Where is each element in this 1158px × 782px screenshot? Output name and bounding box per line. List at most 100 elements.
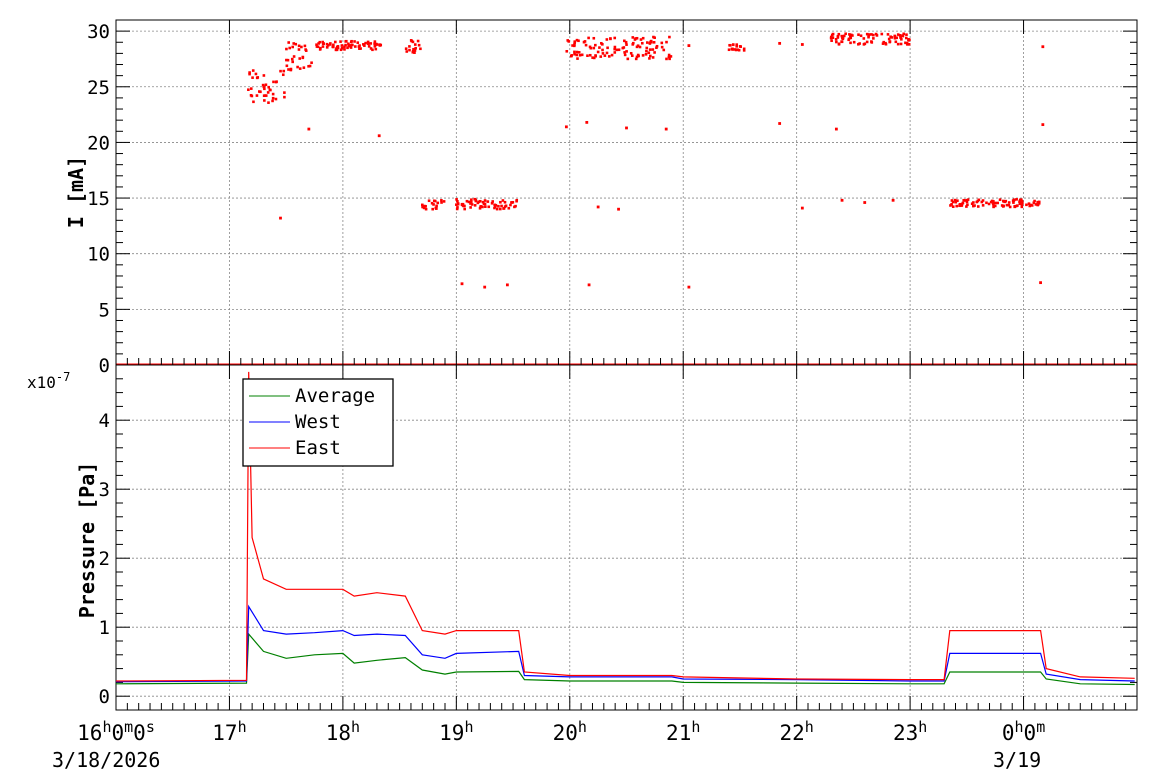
data-point — [367, 42, 370, 46]
data-point — [962, 198, 966, 202]
data-point — [571, 44, 574, 47]
data-point — [587, 36, 590, 40]
data-point — [366, 40, 370, 44]
data-point — [851, 34, 854, 37]
data-point — [455, 207, 459, 211]
data-point — [303, 44, 307, 48]
data-point — [264, 83, 268, 87]
data-point — [668, 57, 671, 61]
data-point — [652, 41, 656, 44]
data-point — [976, 205, 980, 208]
data-point — [325, 46, 329, 49]
data-point — [613, 51, 617, 54]
data-point — [412, 50, 415, 54]
data-point — [271, 99, 274, 103]
data-point — [874, 32, 878, 36]
data-point — [302, 66, 306, 69]
data-point — [655, 46, 658, 50]
data-point — [987, 202, 991, 206]
data-point — [247, 88, 250, 92]
data-point — [905, 42, 909, 45]
data-point — [830, 33, 834, 37]
y-tick-label: 25 — [87, 77, 110, 99]
data-point — [859, 34, 863, 38]
data-point — [778, 41, 782, 45]
data-point — [248, 71, 251, 74]
data-point — [436, 201, 440, 205]
data-point — [412, 47, 415, 51]
data-point — [377, 134, 381, 138]
data-point — [605, 51, 609, 55]
data-point — [483, 285, 487, 289]
data-point — [727, 48, 731, 52]
data-point — [840, 198, 844, 202]
data-point — [501, 199, 505, 202]
data-point — [668, 35, 671, 39]
data-point — [408, 45, 411, 48]
data-point — [322, 42, 325, 46]
data-point — [310, 61, 313, 65]
data-point — [886, 33, 890, 36]
data-point — [1007, 203, 1011, 207]
data-point — [332, 43, 335, 47]
data-point — [896, 42, 900, 46]
data-point — [292, 55, 296, 58]
data-point — [669, 55, 673, 58]
data-point — [507, 206, 511, 210]
data-point — [584, 43, 588, 47]
data-point — [1016, 204, 1019, 207]
data-point — [289, 68, 293, 72]
data-point — [317, 42, 320, 45]
data-point — [1030, 204, 1034, 207]
data-point — [840, 40, 844, 44]
y-tick-label: 10 — [87, 244, 110, 266]
data-point — [961, 201, 965, 205]
data-point — [251, 69, 255, 72]
data-point — [467, 200, 471, 204]
data-point — [405, 50, 409, 53]
series-line-west — [115, 604, 1135, 683]
data-point — [504, 204, 508, 208]
data-point — [849, 34, 852, 38]
y-tick-label: 0 — [99, 355, 110, 377]
data-point — [887, 37, 891, 41]
data-point — [894, 40, 898, 44]
data-point — [966, 198, 970, 201]
data-point — [510, 201, 513, 204]
y-tick-label: 2 — [99, 548, 110, 570]
data-point — [865, 32, 869, 36]
current-plot-frame — [115, 19, 1138, 366]
y-exponent-label: x10-7 — [27, 370, 70, 392]
data-point — [347, 42, 350, 46]
y-tick-label: 0 — [99, 686, 110, 708]
data-point — [605, 38, 609, 41]
y-tick-label: 1 — [99, 617, 110, 639]
data-point — [321, 45, 325, 48]
data-point — [577, 51, 581, 54]
data-point — [730, 47, 734, 51]
data-point — [592, 36, 596, 40]
data-point — [1034, 203, 1038, 206]
data-point — [474, 198, 478, 202]
data-point — [1020, 203, 1024, 207]
data-point — [344, 43, 347, 47]
data-point — [422, 206, 426, 210]
data-point — [470, 198, 473, 201]
legend-label-west: West — [295, 411, 341, 433]
data-point — [499, 200, 502, 204]
data-point — [858, 42, 861, 45]
data-point — [963, 199, 967, 202]
data-point — [286, 58, 290, 62]
data-point — [363, 44, 366, 47]
data-point — [298, 67, 302, 70]
data-point — [647, 51, 651, 55]
x-tick-label: 17h — [212, 718, 246, 745]
data-point — [1003, 200, 1007, 204]
data-point — [319, 46, 322, 50]
data-point — [470, 200, 473, 204]
current-grid — [116, 20, 1137, 365]
data-point — [660, 45, 664, 49]
data-point — [432, 199, 436, 203]
data-point — [834, 38, 838, 41]
data-point — [332, 45, 335, 49]
